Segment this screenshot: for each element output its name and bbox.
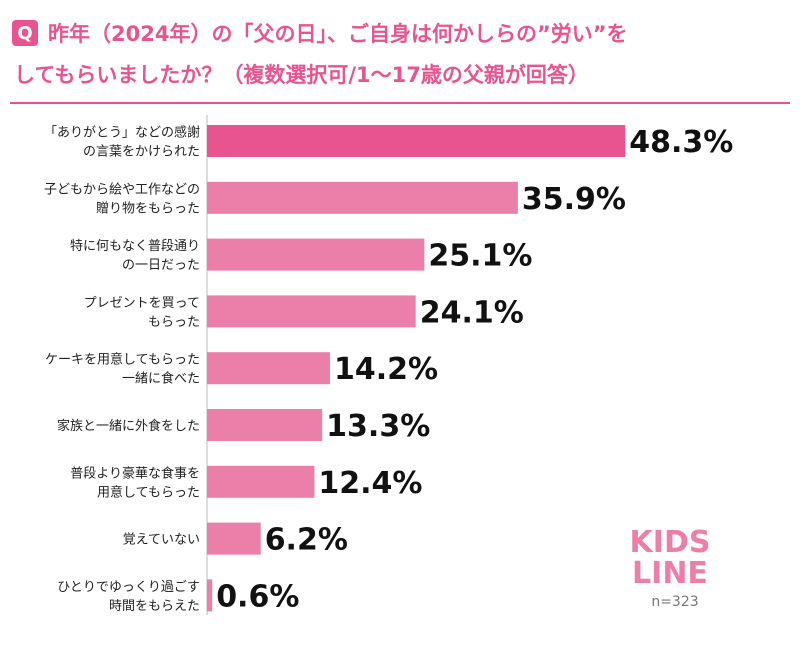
bar — [207, 409, 323, 441]
bar — [207, 352, 330, 385]
bar — [207, 579, 213, 612]
value-label: 6.2% — [265, 523, 348, 558]
badge-box — [12, 20, 38, 46]
category-label: ケーキを用意してもらった — [45, 352, 200, 368]
value-label: 48.3% — [629, 125, 733, 160]
value-label: 25.1% — [428, 239, 532, 274]
value-label: 24.1% — [420, 295, 524, 330]
category-label: ひとりでゆっくり過ごす — [57, 579, 200, 595]
category-label: 一緒に食べた — [122, 371, 200, 387]
sample-size: n=323 — [651, 594, 698, 610]
category-label: 贈り物をもらった — [96, 200, 200, 216]
value-label: 35.9% — [522, 182, 626, 217]
category-label: プレゼントを買って — [84, 296, 200, 311]
bar — [207, 465, 315, 498]
bar — [207, 522, 261, 555]
value-label: 12.4% — [318, 466, 422, 501]
category-label: 普段より豪華な食事を — [70, 465, 200, 481]
value-label: 14.2% — [334, 352, 438, 387]
chart-title: してもらいましたか？（複数選択可/1〜17歳の父親が回答） — [14, 63, 589, 87]
bar — [207, 295, 416, 328]
bar — [207, 181, 518, 214]
badge: Q — [17, 23, 32, 44]
category-label: 用意してもらった — [97, 484, 200, 500]
category-label: の言葉をかけられた — [83, 145, 200, 160]
logo: LINE — [632, 556, 708, 591]
chart-title: 昨年（2024年）の「父の日」、ご自身は何かしらの”労い”を — [48, 22, 628, 46]
category-label: もらった — [148, 315, 200, 330]
category-label: 時間をもらえた — [109, 599, 200, 614]
category-label: 特に何もなく普段通り — [70, 238, 200, 254]
bar — [207, 238, 425, 271]
logo: KIDS — [630, 525, 711, 560]
value-label: 0.6% — [216, 579, 299, 614]
category-label: 覚えていない — [123, 533, 200, 548]
bar — [207, 125, 626, 157]
category-label: 家族と一緒に外食をした — [57, 418, 200, 434]
category-label: の一日だった — [122, 258, 200, 273]
category-label: 「ありがとう」などの感謝 — [44, 125, 200, 141]
category-label: 子どもから絵や工作などの — [44, 182, 200, 197]
value-label: 13.3% — [326, 409, 430, 444]
